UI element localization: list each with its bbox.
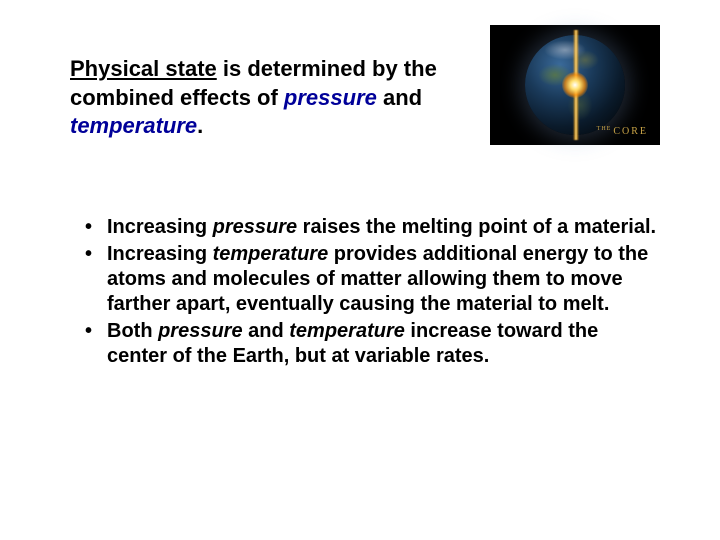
slide: Physical state is determined by the comb… bbox=[0, 0, 720, 540]
bullet-text: Increasing bbox=[107, 243, 213, 265]
list-item: Increasing temperature provides addition… bbox=[85, 242, 660, 317]
bullet-text: Both bbox=[107, 320, 158, 342]
flare-icon bbox=[562, 72, 588, 98]
figure-label-main: CORE bbox=[613, 126, 648, 137]
keyword-temperature: temperature bbox=[70, 113, 197, 138]
em-temperature: temperature bbox=[289, 320, 405, 342]
bullet-text: and bbox=[243, 320, 290, 342]
figure-label: THECORE bbox=[597, 126, 648, 137]
keyword-pressure: pressure bbox=[284, 85, 377, 110]
bullet-text: raises the melting point of a material. bbox=[297, 216, 656, 238]
em-pressure: pressure bbox=[158, 320, 243, 342]
em-temperature: temperature bbox=[213, 243, 329, 265]
bullet-text: Increasing bbox=[107, 216, 213, 238]
intro-paragraph: Physical state is determined by the comb… bbox=[70, 55, 470, 141]
top-row: Physical state is determined by the comb… bbox=[70, 55, 660, 145]
list-item: Both pressure and temperature increase t… bbox=[85, 319, 660, 369]
intro-text-3: . bbox=[197, 113, 203, 138]
em-pressure: pressure bbox=[213, 216, 298, 238]
figure-label-small: THE bbox=[597, 126, 612, 132]
bullet-list: Increasing pressure raises the melting p… bbox=[70, 215, 660, 369]
keyword-physical-state: Physical state bbox=[70, 56, 217, 81]
list-item: Increasing pressure raises the melting p… bbox=[85, 215, 660, 240]
core-movie-image: THECORE bbox=[490, 25, 660, 145]
intro-text-2: and bbox=[377, 85, 422, 110]
